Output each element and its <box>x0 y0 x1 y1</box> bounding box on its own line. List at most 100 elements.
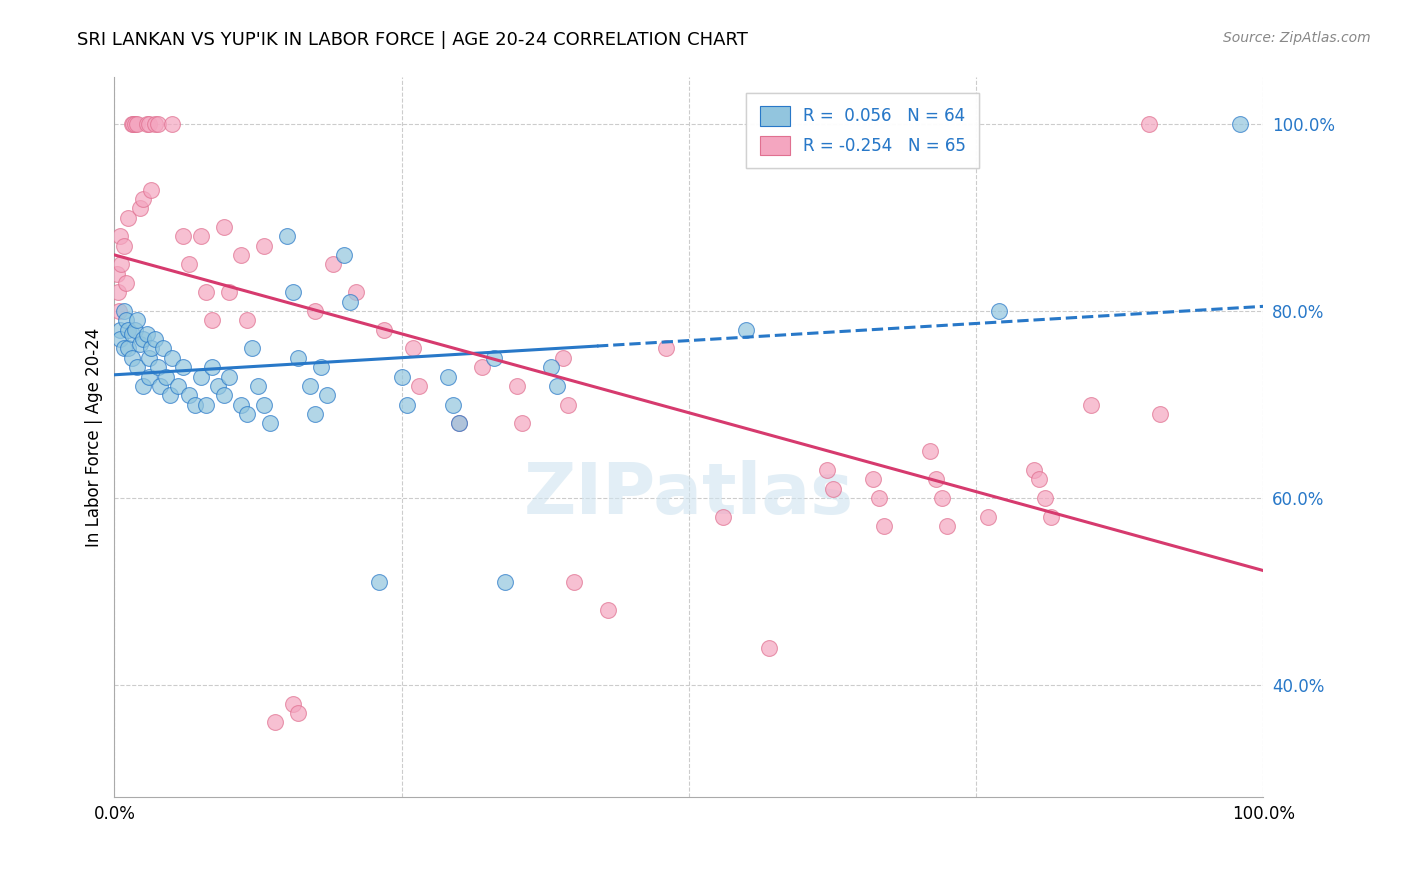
Point <box>1080 398 1102 412</box>
Point <box>117 342 139 356</box>
Point <box>160 117 183 131</box>
Point <box>264 715 287 730</box>
Point <box>155 369 177 384</box>
Point <box>138 369 160 384</box>
Point <box>276 229 298 244</box>
Point <box>127 117 149 131</box>
Point <box>190 369 212 384</box>
Point <box>235 313 257 327</box>
Point <box>441 398 464 412</box>
Point <box>253 238 276 252</box>
Point <box>218 369 240 384</box>
Point <box>598 603 620 617</box>
Point <box>132 379 155 393</box>
Point <box>1033 491 1056 505</box>
Point <box>117 211 139 225</box>
Point <box>177 257 200 271</box>
Point <box>862 472 884 486</box>
Point <box>105 267 128 281</box>
Point <box>143 117 166 131</box>
Point <box>132 192 155 206</box>
Point <box>988 304 1011 318</box>
Point <box>1149 407 1171 421</box>
Point <box>177 388 200 402</box>
Point <box>471 360 494 375</box>
Point <box>112 238 135 252</box>
Point <box>868 491 890 505</box>
Point <box>1028 472 1050 486</box>
Point <box>281 285 304 300</box>
Point <box>212 388 235 402</box>
Point <box>562 575 585 590</box>
Point <box>505 379 527 393</box>
Point <box>160 351 183 365</box>
Point <box>190 229 212 244</box>
Point <box>235 407 257 421</box>
Point <box>201 360 224 375</box>
Point <box>229 248 252 262</box>
Point <box>1137 117 1160 131</box>
Point <box>931 491 953 505</box>
Point <box>128 202 150 216</box>
Point <box>655 342 678 356</box>
Point <box>287 351 309 365</box>
Point <box>121 351 143 365</box>
Point <box>108 323 131 337</box>
Point <box>373 323 395 337</box>
Point <box>873 519 896 533</box>
Point <box>344 285 367 300</box>
Point <box>316 388 339 402</box>
Point <box>108 332 131 346</box>
Point <box>408 379 430 393</box>
Point <box>1022 463 1045 477</box>
Point <box>925 472 948 486</box>
Point <box>121 327 143 342</box>
Point <box>551 351 574 365</box>
Point <box>758 640 780 655</box>
Point <box>112 342 135 356</box>
Point <box>281 697 304 711</box>
Point <box>115 313 138 327</box>
Point <box>117 323 139 337</box>
Point <box>304 304 326 318</box>
Point <box>135 327 157 342</box>
Point <box>920 444 942 458</box>
Point <box>166 379 188 393</box>
Point <box>121 117 143 131</box>
Point <box>815 463 838 477</box>
Point <box>172 229 194 244</box>
Point <box>115 276 138 290</box>
Point <box>201 313 224 327</box>
Point <box>121 117 143 131</box>
Point <box>367 575 389 590</box>
Point <box>132 332 155 346</box>
Point <box>259 417 281 431</box>
Point <box>172 360 194 375</box>
Point <box>735 323 758 337</box>
Point <box>141 342 163 356</box>
Text: SRI LANKAN VS YUP'IK IN LABOR FORCE | AGE 20-24 CORRELATION CHART: SRI LANKAN VS YUP'IK IN LABOR FORCE | AG… <box>77 31 748 49</box>
Point <box>391 369 413 384</box>
Point <box>127 313 149 327</box>
Legend: R =  0.056   N = 64, R = -0.254   N = 65: R = 0.056 N = 64, R = -0.254 N = 65 <box>747 93 980 168</box>
Point <box>333 248 356 262</box>
Point <box>936 519 959 533</box>
Point <box>253 398 276 412</box>
Point <box>247 379 270 393</box>
Point <box>108 229 131 244</box>
Point <box>339 294 361 309</box>
Point <box>449 417 471 431</box>
Point <box>108 304 131 318</box>
Point <box>135 117 157 131</box>
Text: Source: ZipAtlas.com: Source: ZipAtlas.com <box>1223 31 1371 45</box>
Point <box>396 398 419 412</box>
Point <box>184 398 207 412</box>
Point <box>149 379 172 393</box>
Point <box>436 369 458 384</box>
Point <box>143 332 166 346</box>
Point <box>124 323 146 337</box>
Point <box>309 360 332 375</box>
Point <box>124 117 146 131</box>
Point <box>195 285 218 300</box>
Point <box>449 417 471 431</box>
